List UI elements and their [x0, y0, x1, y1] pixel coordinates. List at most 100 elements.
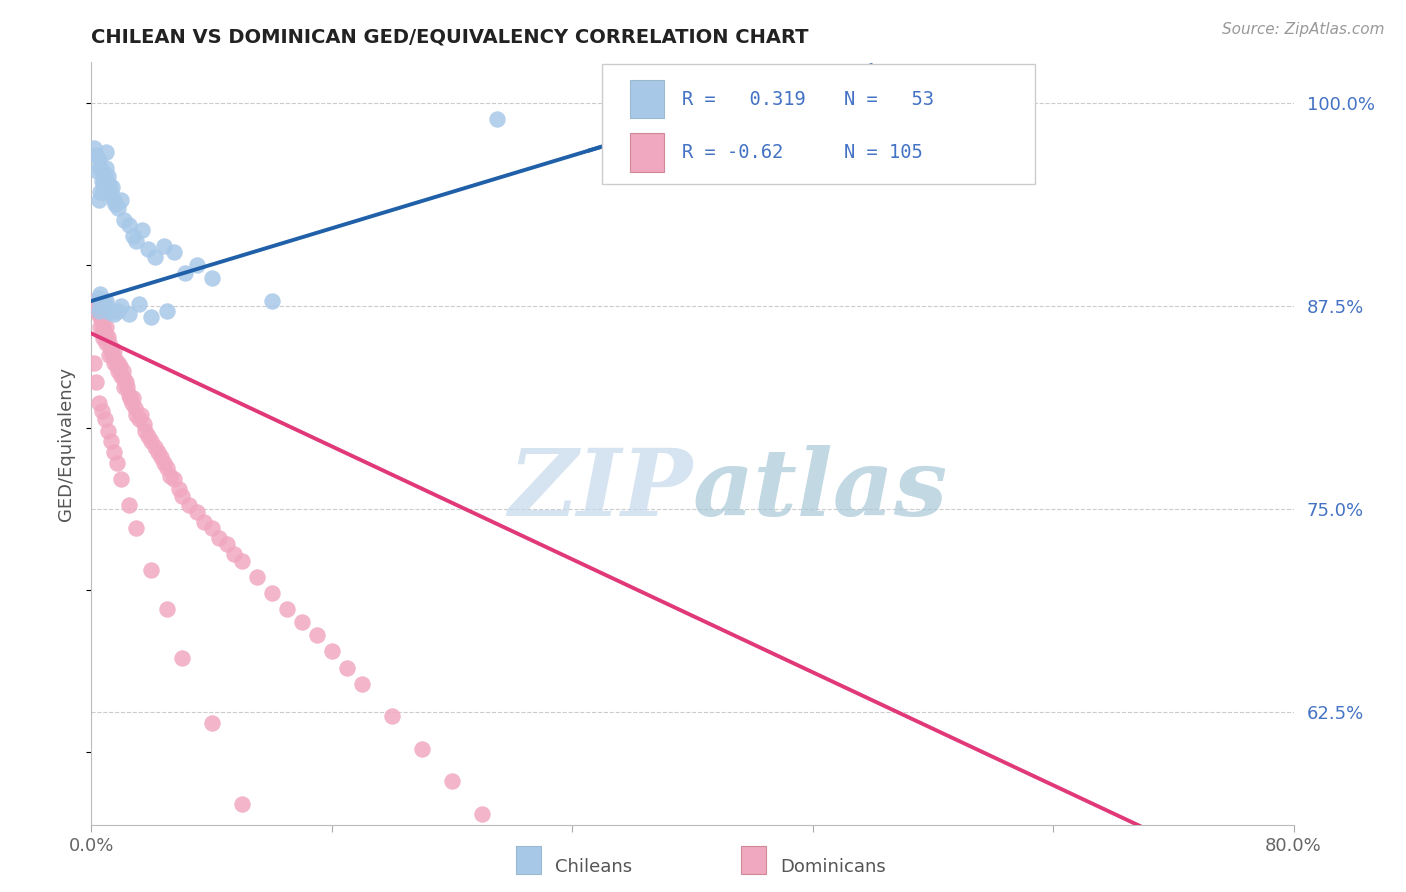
Point [193, 515, 215, 529]
Point [89, 310, 111, 325]
Point [89, 161, 111, 175]
Point [115, 375, 138, 389]
Point [83, 293, 105, 308]
Point [110, 194, 132, 208]
Point [93, 320, 115, 334]
Text: Chileans: Chileans [555, 858, 633, 876]
Point [114, 212, 136, 227]
Point [89, 320, 111, 334]
Point [350, 677, 373, 691]
Point [531, 871, 554, 886]
Point [87, 303, 110, 318]
Text: Dominicans: Dominicans [780, 858, 886, 876]
Point [128, 297, 150, 311]
Point [201, 271, 224, 285]
Point [167, 482, 190, 496]
Point [186, 258, 208, 272]
Point [149, 450, 172, 464]
Point [84, 375, 107, 389]
FancyBboxPatch shape [630, 80, 664, 119]
Point [471, 806, 494, 821]
Point [170, 651, 193, 665]
Point [201, 521, 224, 535]
Point [411, 742, 433, 756]
Point [215, 537, 238, 551]
Point [87, 396, 110, 410]
Point [108, 359, 131, 373]
Point [120, 392, 142, 406]
Point [105, 359, 128, 373]
Point [101, 180, 124, 194]
Point [170, 489, 193, 503]
Point [381, 709, 404, 723]
Point [98, 336, 121, 351]
Point [152, 239, 174, 253]
Point [96, 161, 118, 175]
Point [201, 715, 224, 730]
Point [96, 293, 118, 308]
Point [103, 445, 125, 459]
Point [103, 356, 125, 370]
Point [224, 547, 246, 561]
Point [94, 412, 117, 426]
Point [97, 302, 120, 317]
Point [163, 473, 186, 487]
Point [131, 222, 153, 236]
Point [96, 145, 118, 159]
Point [291, 615, 314, 630]
Point [84, 148, 107, 162]
Point [93, 177, 115, 191]
Point [138, 242, 160, 256]
Point [146, 445, 169, 459]
Point [90, 404, 112, 418]
Point [129, 408, 152, 422]
Point [104, 196, 127, 211]
Text: N = 105: N = 105 [844, 143, 922, 162]
Point [90, 293, 112, 308]
Point [90, 326, 112, 341]
Point [84, 299, 107, 313]
Point [93, 331, 115, 345]
Point [114, 372, 136, 386]
Point [122, 392, 145, 406]
Point [231, 553, 253, 567]
FancyBboxPatch shape [630, 134, 664, 171]
Point [128, 412, 150, 426]
Point [163, 245, 186, 260]
Point [173, 266, 195, 280]
Text: atlas: atlas [692, 444, 948, 534]
Point [103, 194, 125, 208]
FancyBboxPatch shape [602, 64, 1035, 185]
Text: R = -0.62: R = -0.62 [682, 143, 783, 162]
Point [110, 473, 132, 487]
Point [155, 461, 177, 475]
Point [143, 250, 166, 264]
Point [107, 202, 129, 216]
Point [124, 401, 146, 415]
Point [125, 408, 148, 422]
Point [117, 380, 139, 394]
Point [105, 456, 128, 470]
Point [118, 307, 141, 321]
Text: N =   53: N = 53 [844, 90, 934, 109]
Point [501, 839, 523, 854]
Point [103, 307, 125, 321]
Point [94, 169, 117, 183]
Point [107, 356, 129, 370]
Point [98, 305, 121, 319]
Point [159, 469, 181, 483]
Point [89, 299, 111, 313]
Point [486, 112, 509, 127]
Point [87, 291, 110, 305]
Point [260, 293, 283, 308]
Point [110, 299, 132, 313]
Point [125, 521, 148, 535]
Point [87, 307, 110, 321]
Point [100, 434, 122, 448]
Point [305, 628, 328, 642]
Point [90, 174, 112, 188]
Point [231, 797, 253, 811]
Text: ZIP: ZIP [508, 444, 692, 534]
Point [89, 287, 111, 301]
Point [107, 303, 129, 318]
